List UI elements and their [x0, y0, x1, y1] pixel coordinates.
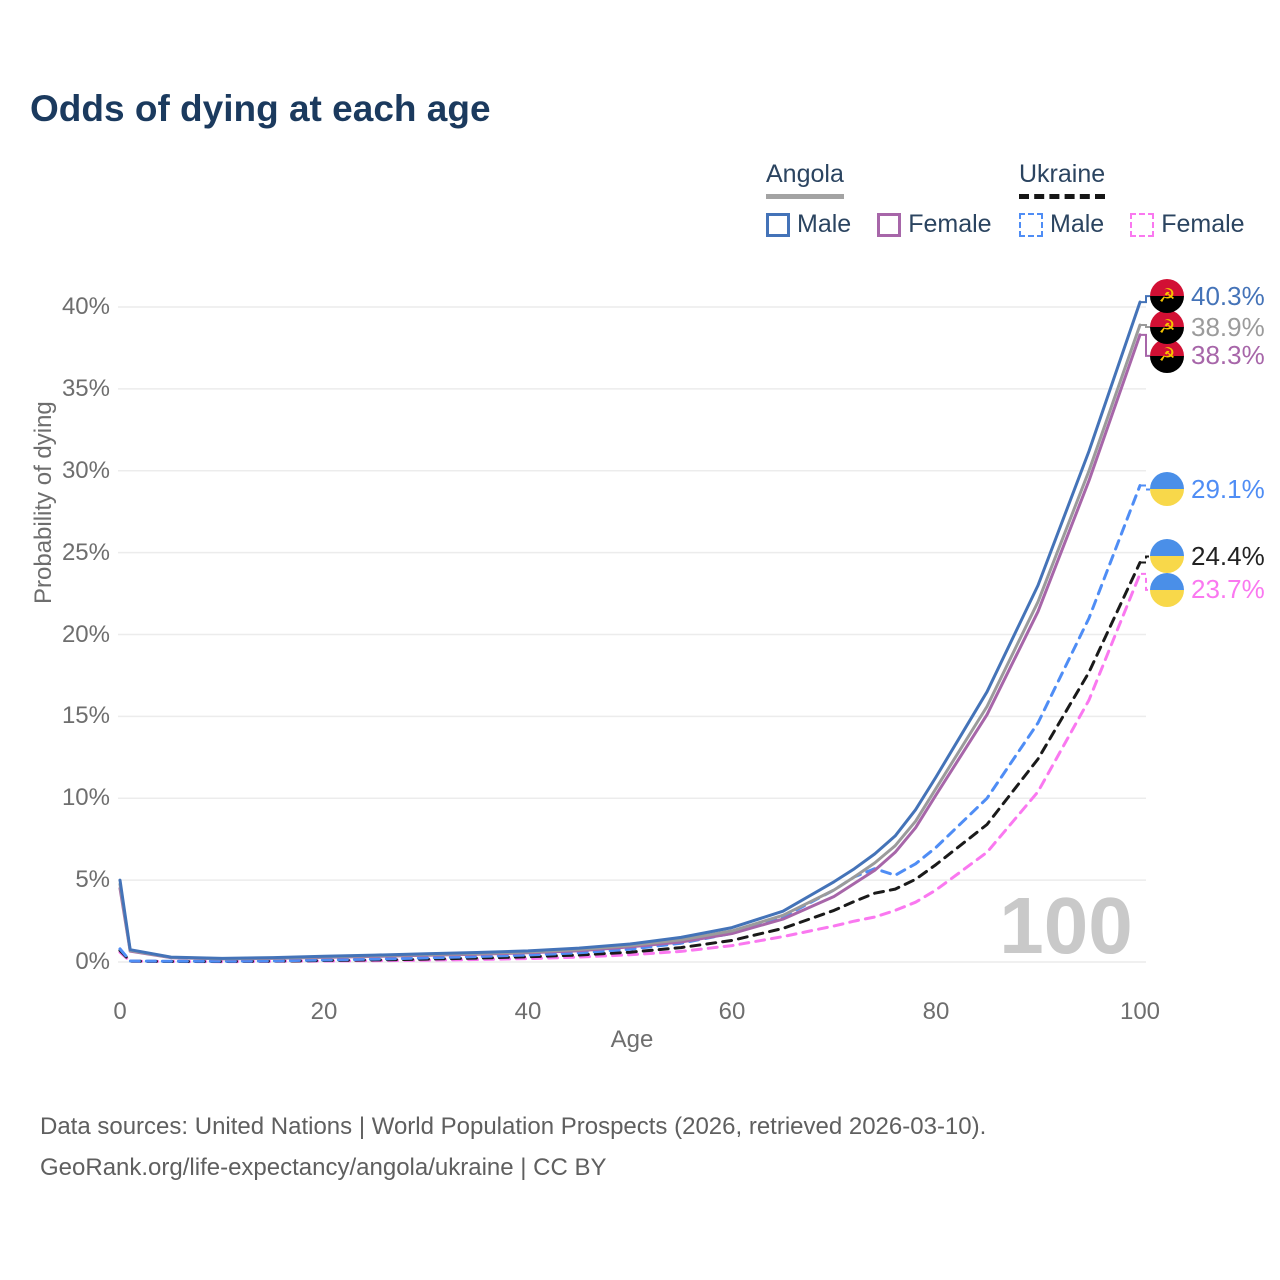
- angola-flag-icon: ☭: [1150, 310, 1184, 344]
- legend-country-angola[interactable]: Angola: [766, 160, 844, 199]
- legend-items-angola: Male Female: [766, 210, 992, 239]
- line-angola-male[interactable]: [118, 300, 1142, 960]
- footer: Data sources: United Nations | World Pop…: [40, 1106, 986, 1188]
- angola-emblem-icon: ☭: [1158, 315, 1176, 338]
- end-label-angola-both: ☭ 38.9%: [1150, 310, 1265, 344]
- age-counter-watermark: 100: [999, 881, 1133, 970]
- y-tick-label: 5%: [75, 866, 110, 894]
- angola-emblem-icon: ☭: [1158, 344, 1176, 367]
- line-angola-both[interactable]: [118, 323, 1142, 961]
- y-tick-label: 30%: [61, 456, 110, 484]
- angola-male-swatch-icon: [766, 212, 790, 237]
- line-angola-female[interactable]: [118, 333, 1142, 961]
- end-label-value: 40.3%: [1191, 280, 1265, 311]
- ukraine-female-swatch-icon: [1130, 212, 1155, 237]
- page-title: Odds of dying at each age: [30, 88, 491, 129]
- angola-female-swatch-icon: [877, 212, 902, 237]
- legend-item-ukraine-male[interactable]: Male: [1019, 210, 1104, 239]
- line-ukraine-male[interactable]: [118, 484, 1142, 963]
- legend-country-ukraine[interactable]: Ukraine: [1019, 160, 1106, 199]
- line-ukraine-both[interactable]: [118, 561, 1142, 963]
- y-tick-label: 0%: [75, 948, 110, 975]
- y-axis-title: Probability of dying: [30, 401, 57, 604]
- legend-item-ukraine-female[interactable]: Female: [1130, 210, 1245, 239]
- end-label-ukraine-male: 29.1%: [1150, 472, 1265, 507]
- end-label-value: 38.9%: [1191, 311, 1265, 342]
- y-tick-label: 40%: [61, 293, 110, 320]
- y-tick-label: 25%: [61, 538, 110, 566]
- ukraine-male-swatch-icon: [1019, 212, 1043, 237]
- footer-data-sources: Data sources: United Nations | World Pop…: [40, 1113, 987, 1140]
- legend-group-angola: Angola Male Female: [766, 160, 992, 239]
- x-tick-label: 20: [310, 998, 338, 1025]
- x-tick-label: 40: [514, 998, 542, 1025]
- legend-item-angola-female[interactable]: Female: [877, 210, 992, 239]
- end-label-connector-ukraine-male: [1141, 484, 1150, 491]
- end-label-value: 24.4%: [1191, 540, 1265, 571]
- footer-attribution: GeoRank.org/life-expectancy/angola/ukrai…: [40, 1154, 607, 1181]
- end-label-connector-angola-both: [1141, 324, 1150, 329]
- y-tick-label: 10%: [61, 784, 110, 812]
- end-label-angola-female: ☭ 38.3%: [1150, 338, 1265, 373]
- legend-item-angola-male[interactable]: Male: [766, 210, 851, 239]
- ukraine-flag-icon: [1150, 539, 1184, 574]
- x-axis-title: Age: [610, 1026, 654, 1053]
- end-label-value: 38.3%: [1191, 340, 1265, 371]
- end-label-connector-angola-male: [1141, 295, 1150, 304]
- end-label-connector-angola-female: [1141, 333, 1150, 357]
- end-label-angola-male: ☭ 40.3%: [1150, 279, 1265, 314]
- end-label-connector-ukraine-both: [1141, 555, 1150, 564]
- ukraine-flag-icon: [1150, 472, 1184, 507]
- x-tick-label: 80: [922, 998, 950, 1025]
- line-ukraine-female[interactable]: [118, 572, 1142, 964]
- legend-group-ukraine: Ukraine Male Female: [1019, 160, 1245, 239]
- end-label-value: 23.7%: [1191, 574, 1265, 605]
- legend-items-ukraine: Male Female: [1019, 210, 1245, 239]
- angola-emblem-icon: ☭: [1158, 284, 1176, 307]
- x-tick-label: 0: [113, 998, 127, 1025]
- y-tick-label: 15%: [61, 702, 110, 730]
- end-label-ukraine-female: 23.7%: [1150, 572, 1265, 607]
- x-tick-label: 60: [718, 998, 746, 1025]
- y-tick-label: 20%: [61, 620, 110, 648]
- end-label-connector-ukraine-female: [1141, 572, 1150, 591]
- x-tick-label: 100: [1119, 998, 1161, 1025]
- end-label-ukraine-both: 24.4%: [1150, 539, 1265, 574]
- angola-flag-icon: ☭: [1150, 338, 1184, 373]
- end-label-value: 29.1%: [1191, 473, 1265, 504]
- y-tick-label: 35%: [61, 374, 110, 402]
- angola-flag-icon: ☭: [1150, 279, 1184, 314]
- ukraine-flag-icon: [1150, 572, 1184, 607]
